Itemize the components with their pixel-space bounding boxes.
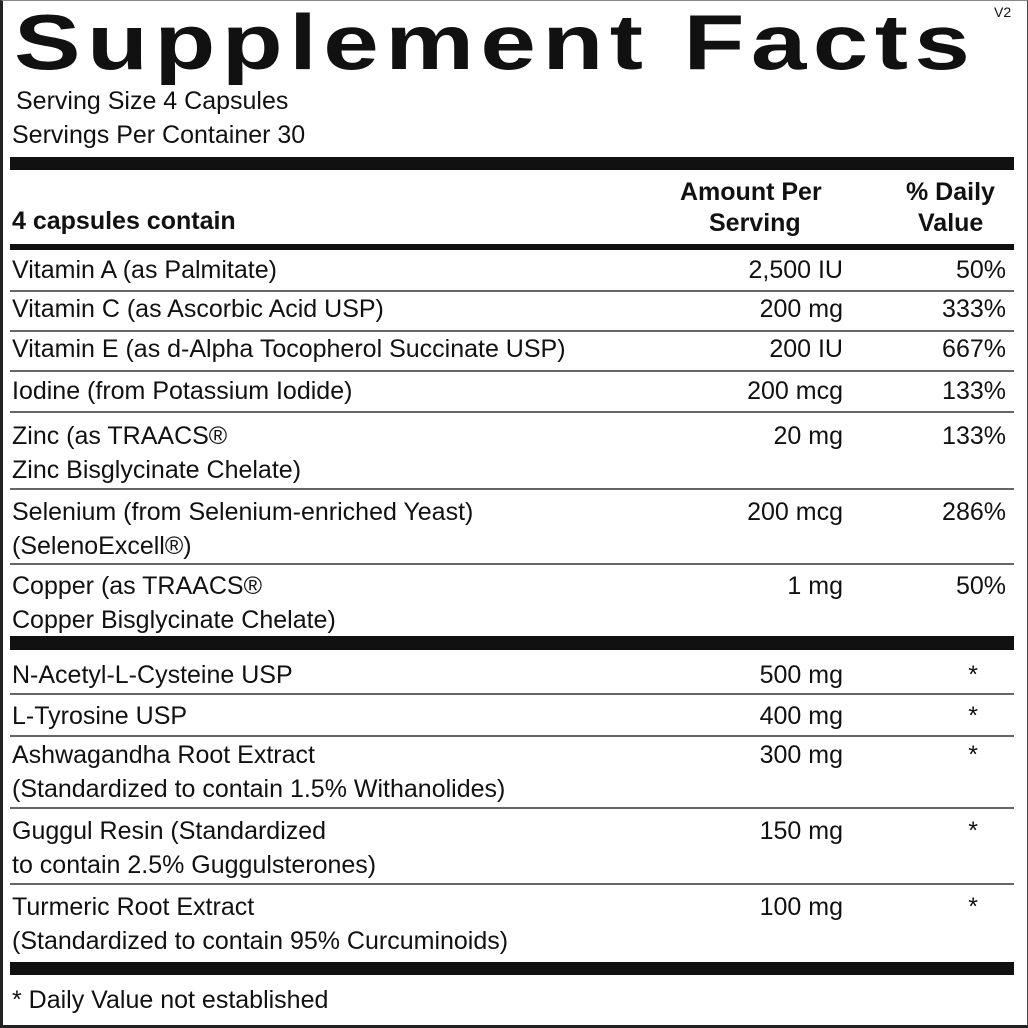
nutrient-name-line2: to contain 2.5% Guggulsterones) — [12, 851, 377, 879]
row-divider — [10, 883, 1014, 885]
servings-per-container: Servings Per Container 30 — [12, 121, 306, 149]
column-header-amount: Amount Per — [680, 177, 822, 207]
nutrient-name: Zinc (as TRAACS® — [12, 422, 228, 450]
nutrient-name: Vitamin C (as Ascorbic Acid USP) — [12, 295, 384, 323]
row-divider — [10, 411, 1014, 413]
label-title: Supplement Facts — [14, 0, 977, 86]
row-divider — [10, 735, 1014, 737]
version-mark: V2 — [994, 4, 1012, 20]
nutrient-daily-value: 333% — [942, 295, 1006, 323]
nutrient-name: Guggul Resin (Standardized — [12, 817, 327, 845]
row-divider — [10, 693, 1014, 695]
nutrient-name: Iodine (from Potassium Iodide) — [12, 377, 353, 405]
nutrient-name-line2: (SelenoExcell®) — [12, 532, 192, 560]
nutrient-name-line2: (Standardized to contain 95% Curcuminoid… — [12, 927, 509, 955]
nutrient-daily-value: * — [968, 741, 978, 769]
nutrient-name: Turmeric Root Extract — [12, 893, 255, 921]
nutrient-daily-value: * — [968, 702, 978, 730]
nutrient-amount: 100 mg — [759, 893, 843, 921]
nutrient-amount: 200 mcg — [747, 498, 843, 526]
thick-divider — [10, 962, 1014, 975]
nutrient-daily-value: 50% — [955, 572, 1006, 600]
serving-size: Serving Size 4 Capsules — [16, 87, 289, 115]
nutrient-name-line2: (Standardized to contain 1.5% Withanolid… — [12, 775, 506, 803]
amount-header-line1: Amount Per — [680, 178, 822, 206]
column-header-amount-2: Serving — [709, 209, 801, 237]
nutrient-amount: 400 mg — [759, 702, 843, 730]
nutrient-name: Selenium (from Selenium-enriched Yeast) — [12, 498, 474, 526]
nutrient-daily-value: 133% — [942, 422, 1006, 450]
nutrient-name: Ashwagandha Root Extract — [12, 741, 315, 769]
row-divider — [10, 290, 1014, 292]
nutrient-amount: 150 mg — [759, 817, 843, 845]
nutrient-daily-value: 286% — [942, 498, 1006, 526]
nutrient-amount: 300 mg — [759, 741, 843, 769]
column-header-dv: % Daily — [906, 178, 995, 206]
nutrient-amount: 500 mg — [759, 661, 843, 689]
footnote: * Daily Value not established — [12, 986, 329, 1014]
nutrient-name: Vitamin E (as d-Alpha Tocopherol Succina… — [12, 335, 566, 363]
nutrient-amount: 20 mg — [773, 422, 843, 450]
nutrient-daily-value: 133% — [942, 377, 1006, 405]
nutrient-amount: 1 mg — [787, 572, 843, 600]
nutrient-daily-value: 667% — [942, 335, 1006, 363]
nutrient-name: N-Acetyl-L-Cysteine USP — [12, 661, 293, 689]
nutrient-daily-value: * — [968, 893, 978, 921]
row-divider — [10, 807, 1014, 809]
nutrient-name: Copper (as TRAACS® — [12, 572, 262, 600]
column-header-contain: 4 capsules contain — [12, 207, 236, 235]
header-divider — [10, 244, 1014, 250]
nutrient-amount: 200 IU — [769, 335, 843, 363]
nutrient-amount: 200 mcg — [747, 377, 843, 405]
thick-divider — [10, 157, 1014, 170]
row-divider — [10, 563, 1014, 565]
nutrient-daily-value: 50% — [955, 256, 1006, 284]
nutrient-daily-value: * — [968, 817, 978, 845]
nutrient-name-line2: Zinc Bisglycinate Chelate) — [12, 456, 302, 484]
nutrient-amount: 200 mg — [759, 295, 843, 323]
nutrient-name: Vitamin A (as Palmitate) — [12, 256, 277, 284]
nutrient-amount: 2,500 IU — [748, 256, 843, 284]
nutrient-daily-value: * — [968, 661, 978, 689]
row-divider — [10, 330, 1014, 332]
nutrient-name-line2: Copper Bisglycinate Chelate) — [12, 606, 336, 634]
column-header-dv-2: Value — [918, 209, 984, 237]
thick-divider — [10, 636, 1014, 650]
nutrient-name: L-Tyrosine USP — [12, 702, 188, 730]
row-divider — [10, 488, 1014, 490]
row-divider — [10, 370, 1014, 372]
